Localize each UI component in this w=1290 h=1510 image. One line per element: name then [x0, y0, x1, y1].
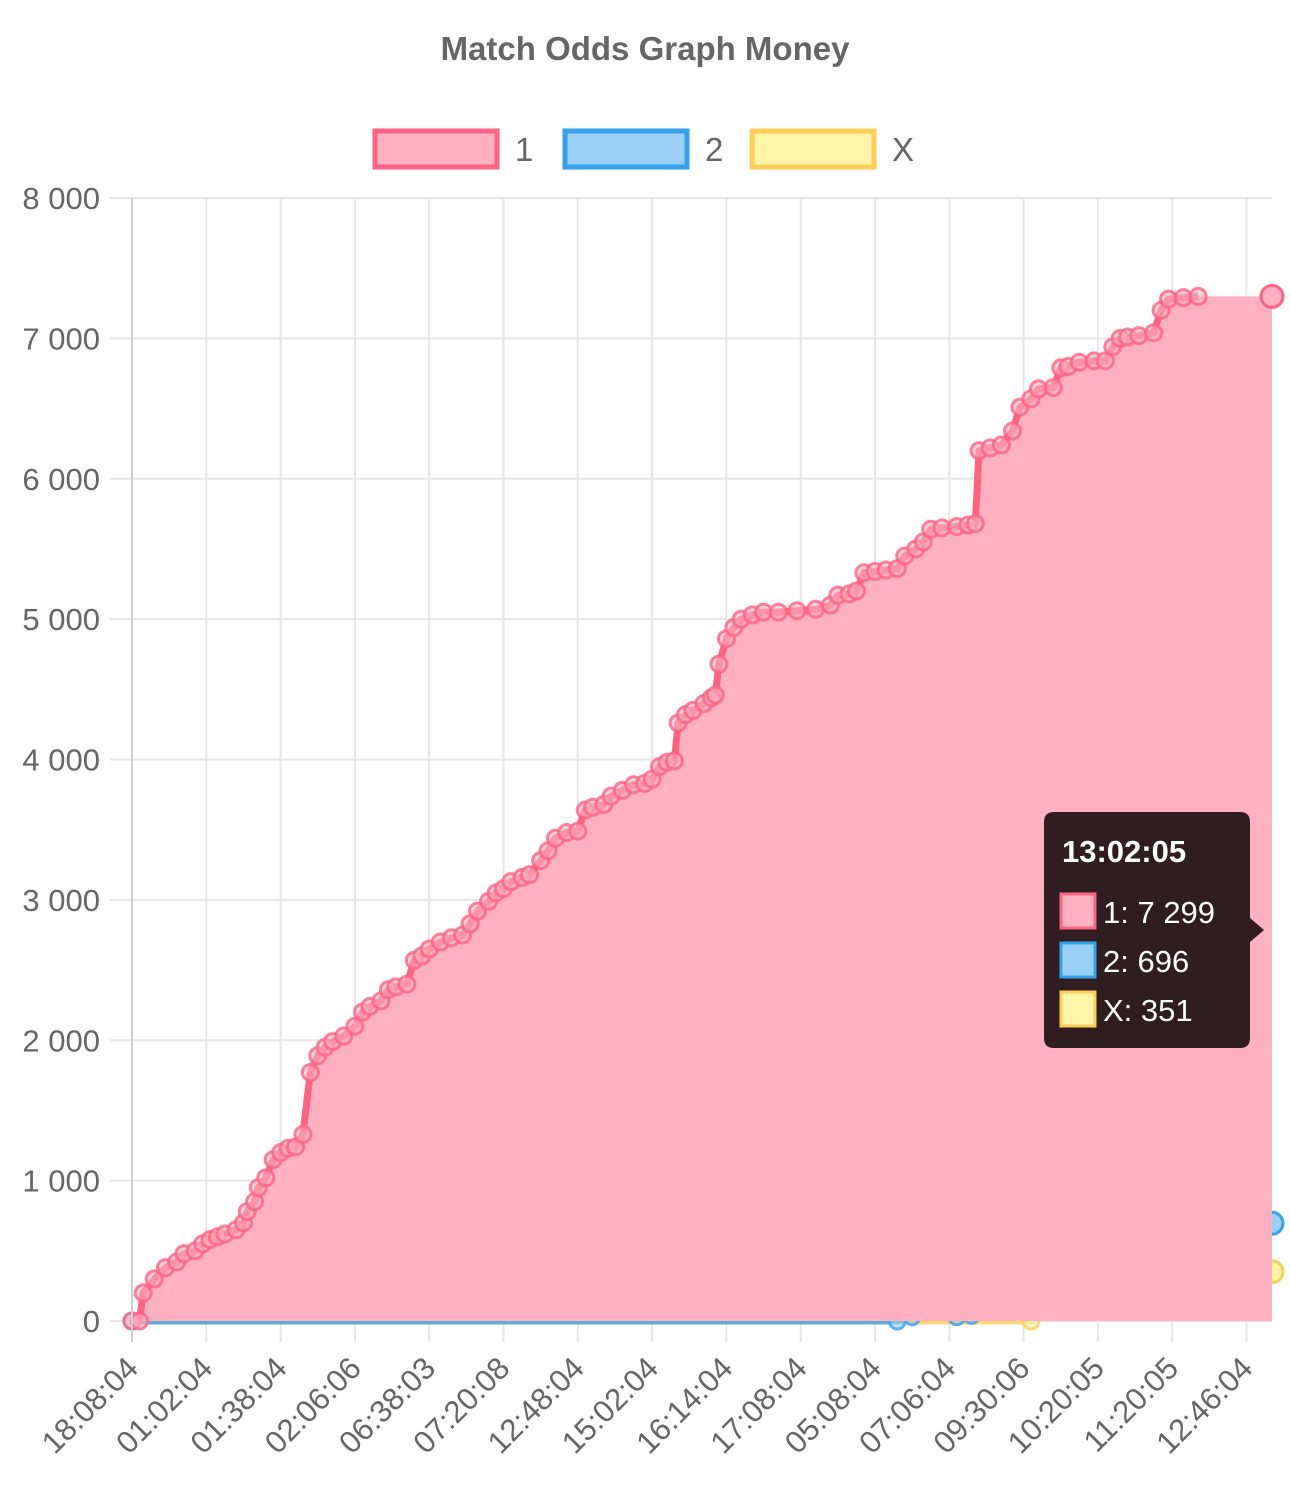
data-point[interactable]: [1043, 378, 1063, 398]
data-point[interactable]: [965, 514, 985, 534]
data-point[interactable]: [705, 685, 725, 705]
data-point[interactable]: [1188, 286, 1208, 306]
series-1-area: [132, 296, 1272, 1321]
tooltip: 13:02:05 1: 7 299 2: 696 X: 351: [1044, 812, 1264, 1048]
data-point[interactable]: [664, 751, 684, 771]
data-point[interactable]: [1144, 323, 1164, 343]
legend-swatch: [749, 128, 877, 170]
tooltip-swatch: [1059, 892, 1097, 930]
legend-item-X[interactable]: X: [749, 128, 914, 170]
tooltip-swatch: [1059, 990, 1097, 1028]
legend-label: 1: [515, 131, 533, 168]
data-point[interactable]: [787, 601, 807, 621]
legend-label: 2: [705, 131, 723, 168]
series-layer: [122, 283, 1285, 1331]
tooltip-title: 13:02:05: [1062, 834, 1186, 869]
y-tick-label: 6 000: [22, 462, 100, 497]
data-point[interactable]: [300, 1063, 320, 1083]
legend-label: X: [892, 131, 914, 168]
data-point[interactable]: [1129, 326, 1149, 346]
tooltip-box: [1044, 812, 1264, 1048]
y-tick-label: 4 000: [22, 743, 100, 778]
data-point[interactable]: [568, 821, 588, 841]
tooltip-line: 2: 696: [1103, 944, 1189, 979]
series-1: [122, 283, 1285, 1331]
legend-swatch: [562, 128, 690, 170]
y-tick-label: 8 000: [22, 181, 100, 216]
legend-item-2[interactable]: 2: [562, 128, 723, 170]
tooltip-swatch: [1059, 941, 1097, 979]
legend: 1 2 X: [372, 128, 914, 170]
data-point[interactable]: [768, 602, 788, 622]
tooltip-line: X: 351: [1103, 993, 1193, 1028]
y-tick-label: 3 000: [22, 883, 100, 918]
data-point[interactable]: [1095, 351, 1115, 371]
data-point[interactable]: [520, 865, 540, 885]
data-point[interactable]: [129, 1311, 149, 1331]
legend-item-1[interactable]: 1: [372, 128, 533, 170]
data-point[interactable]: [991, 435, 1011, 455]
data-point[interactable]: [1002, 421, 1022, 441]
y-tick-label: 7 000: [22, 321, 100, 356]
y-tick-label: 5 000: [22, 602, 100, 637]
y-tick-label: 2 000: [22, 1023, 100, 1058]
data-point[interactable]: [397, 974, 417, 994]
chart-title: Match Odds Graph Money: [441, 30, 851, 67]
tooltip-line: 1: 7 299: [1103, 895, 1215, 930]
data-point[interactable]: [133, 1283, 153, 1303]
y-tick-label: 1 000: [22, 1164, 100, 1199]
hovered-point[interactable]: [1259, 283, 1285, 309]
data-point[interactable]: [144, 1269, 164, 1289]
data-point[interactable]: [709, 654, 729, 674]
data-point[interactable]: [293, 1124, 313, 1144]
data-point[interactable]: [345, 1016, 365, 1036]
y-tick-label: 0: [83, 1304, 100, 1339]
data-point[interactable]: [256, 1168, 276, 1188]
legend-swatch: [372, 128, 500, 170]
data-point[interactable]: [846, 581, 866, 601]
